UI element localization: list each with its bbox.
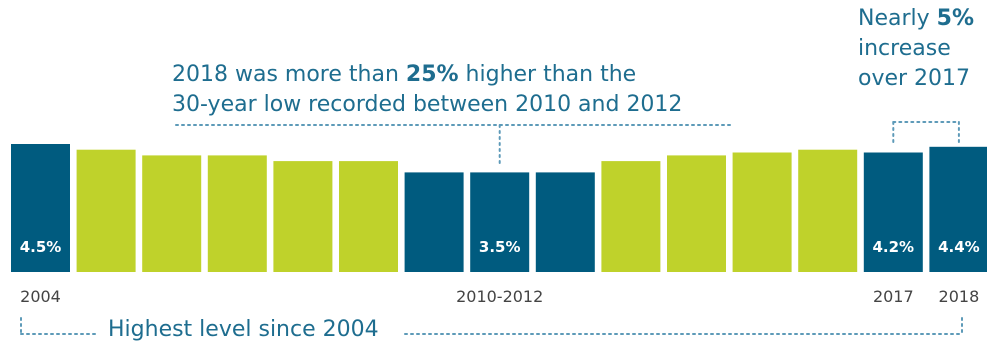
x-tick-label: 2018 bbox=[939, 287, 980, 306]
low-annotation-bold: 25% bbox=[405, 62, 459, 87]
increase-annotation: Nearly 5% increase over 2017 bbox=[858, 4, 986, 94]
bar-2012 bbox=[535, 172, 595, 272]
increase-annotation-pre: Nearly bbox=[858, 6, 937, 31]
x-tick-label: 2010-2012 bbox=[456, 287, 543, 306]
bar-2011 bbox=[470, 172, 530, 272]
data-label-2017: 4.2% bbox=[872, 238, 914, 256]
bar-2018 bbox=[929, 146, 987, 272]
x-tick-label: 2004 bbox=[20, 287, 61, 306]
bar-2015 bbox=[732, 152, 792, 272]
low-annotation-post: higher than the bbox=[458, 62, 637, 87]
highest-annotation: Highest level since 2004 bbox=[108, 317, 379, 342]
bar-2010 bbox=[404, 172, 464, 272]
low-annotation-line1: 2018 was more than 25% higher than the bbox=[172, 60, 772, 90]
bar-2007 bbox=[207, 155, 267, 272]
increase-annotation-line3: over 2017 bbox=[858, 66, 971, 91]
bar-2008 bbox=[273, 161, 333, 272]
data-label-2004: 4.5% bbox=[20, 238, 62, 256]
bar-2016 bbox=[798, 149, 858, 272]
x-tick-label: 2017 bbox=[873, 287, 914, 306]
bar-2005 bbox=[76, 149, 136, 272]
low-annotation: 2018 was more than 25% higher than the 3… bbox=[172, 60, 772, 120]
low-annotation-line2: 30-year low recorded between 2010 and 20… bbox=[172, 92, 683, 117]
low-annotation-pre: 2018 was more than bbox=[172, 62, 406, 87]
bar-2006 bbox=[142, 155, 202, 272]
increase-annotation-bold: 5% bbox=[936, 6, 975, 31]
data-label-2011: 3.5% bbox=[479, 238, 521, 256]
bar-2014 bbox=[667, 155, 726, 272]
bar-2013 bbox=[601, 161, 661, 272]
increase-annotation-line1: Nearly 5% bbox=[858, 4, 986, 34]
data-label-2018: 4.4% bbox=[938, 238, 980, 256]
increase-annotation-line2: increase bbox=[858, 36, 951, 61]
bar-2004 bbox=[11, 144, 70, 272]
bar-2017 bbox=[863, 152, 923, 272]
bar-2009 bbox=[339, 161, 398, 272]
